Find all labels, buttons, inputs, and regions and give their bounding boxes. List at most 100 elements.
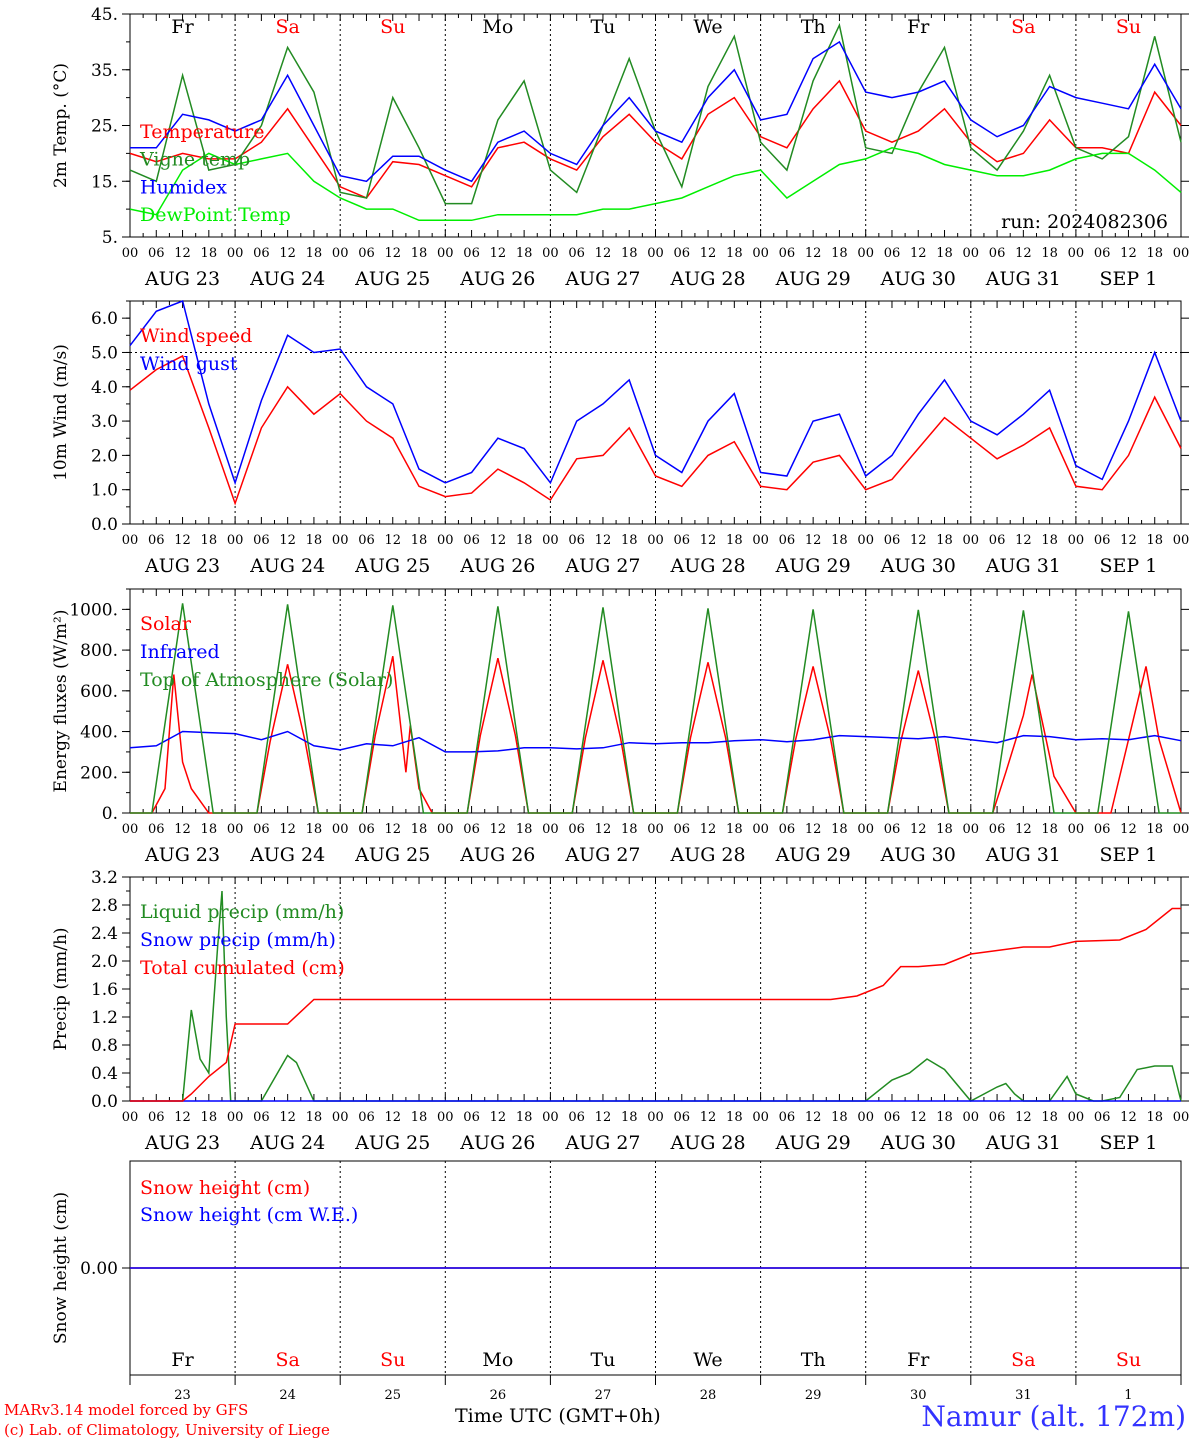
hour-label: 06 xyxy=(779,533,796,548)
date-label: AUG 27 xyxy=(564,844,640,866)
hour-label: 06 xyxy=(674,246,691,261)
date-label: SEP 1 xyxy=(1100,844,1158,866)
hour-label: 00 xyxy=(752,533,769,548)
date-label: AUG 25 xyxy=(354,555,430,577)
day-abbr-top: We xyxy=(693,16,722,38)
legend-entry: Wind gust xyxy=(140,353,238,375)
hour-label: 06 xyxy=(989,822,1006,837)
y-tick-label: 0.0 xyxy=(91,515,118,535)
hour-label: 00 xyxy=(542,1110,559,1125)
hour-label: 12 xyxy=(910,533,927,548)
hour-label: 00 xyxy=(963,246,980,261)
day-abbr-top: Su xyxy=(380,16,405,38)
hour-label: 18 xyxy=(516,533,533,548)
hour-label: 00 xyxy=(963,533,980,548)
date-label: AUG 26 xyxy=(459,268,535,290)
y-tick-label: 45. xyxy=(91,5,118,25)
date-label: AUG 23 xyxy=(144,844,220,866)
hour-label: 18 xyxy=(516,1110,533,1125)
hour-label: 12 xyxy=(805,1110,822,1125)
hour-label: 06 xyxy=(358,822,375,837)
series-line-dewpoint-temp xyxy=(129,147,1182,222)
series-line-top-of-atmosphere-solar- xyxy=(130,603,1181,814)
date-label: AUG 27 xyxy=(564,555,640,577)
hour-label: 00 xyxy=(542,533,559,548)
hour-label: 06 xyxy=(568,1110,585,1125)
hour-label: 18 xyxy=(201,533,218,548)
legend-entry: Snow height (cm W.E.) xyxy=(140,1204,358,1226)
hour-label: 00 xyxy=(857,246,874,261)
hour-label: 12 xyxy=(384,533,401,548)
hour-label: 00 xyxy=(332,246,349,261)
y-tick-label: 2.0 xyxy=(91,446,118,466)
hour-label: 18 xyxy=(1146,1110,1163,1125)
y-tick-label: 3.2 xyxy=(91,868,118,888)
hour-label: 12 xyxy=(279,246,296,261)
legend-entry: Total cumulated (cm) xyxy=(140,957,345,979)
station-name: Namur (alt. 172m) xyxy=(921,1400,1186,1433)
date-label: AUG 23 xyxy=(144,555,220,577)
hour-label: 00 xyxy=(647,533,664,548)
hour-label: 00 xyxy=(332,822,349,837)
hour-label: 06 xyxy=(674,1110,691,1125)
hour-label: 06 xyxy=(674,822,691,837)
series-line-wind-gust xyxy=(129,299,1182,486)
hour-label: 06 xyxy=(1094,533,1111,548)
y-tick-label: 25. xyxy=(91,117,118,137)
series-line-infrared xyxy=(129,730,1182,753)
hour-label: 06 xyxy=(884,822,901,837)
hour-label: 06 xyxy=(884,246,901,261)
hour-label: 18 xyxy=(831,533,848,548)
legend-entry: Infrared xyxy=(140,641,220,663)
hour-label: 12 xyxy=(1015,246,1032,261)
date-label: AUG 26 xyxy=(459,844,535,866)
hour-label: 18 xyxy=(936,1110,953,1125)
hour-label: 06 xyxy=(1094,246,1111,261)
hour-label: 00 xyxy=(227,1110,244,1125)
hour-label: 06 xyxy=(253,246,270,261)
date-label: AUG 28 xyxy=(669,1132,745,1154)
hour-label: 18 xyxy=(1146,822,1163,837)
hour-label: 06 xyxy=(779,246,796,261)
y-tick-label: 0.4 xyxy=(91,1064,118,1084)
hour-label: 00 xyxy=(122,533,139,548)
date-label: AUG 30 xyxy=(880,844,956,866)
hour-label: 06 xyxy=(1094,822,1111,837)
hour-label: 06 xyxy=(568,246,585,261)
day-abbr-top: Mo xyxy=(482,16,513,38)
date-label: AUG 29 xyxy=(775,1132,851,1154)
hour-label: 12 xyxy=(700,822,717,837)
hour-label: 18 xyxy=(306,822,323,837)
hour-label: 06 xyxy=(148,1110,165,1125)
hour-label: 18 xyxy=(201,1110,218,1125)
hour-label: 06 xyxy=(463,1110,480,1125)
legend-entry: Wind speed xyxy=(140,325,252,347)
legend-entry: Liquid precip (mm/h) xyxy=(140,901,344,923)
day-abbr-bottom: Su xyxy=(380,1349,405,1371)
hour-label: 18 xyxy=(1041,533,1058,548)
hour-label: 18 xyxy=(621,533,638,548)
credit-line-model: MARv3.14 model forced by GFS xyxy=(4,1401,249,1419)
legend-entry: Top of Atmosphere (Solar) xyxy=(140,669,393,691)
hour-label: 18 xyxy=(936,246,953,261)
day-abbr-top: Fr xyxy=(171,16,194,38)
hour-label: 00 xyxy=(437,533,454,548)
hour-label: 18 xyxy=(831,822,848,837)
hour-label: 00 xyxy=(122,246,139,261)
day-number: 25 xyxy=(384,1388,401,1403)
hour-label: 12 xyxy=(1120,1110,1137,1125)
legend-entry: DewPoint Temp xyxy=(140,204,291,226)
hour-label: 12 xyxy=(490,822,507,837)
date-label: AUG 28 xyxy=(669,268,745,290)
hour-label: 12 xyxy=(595,1110,612,1125)
hour-label: 00 xyxy=(227,533,244,548)
hour-label: 18 xyxy=(726,1110,743,1125)
day-abbr-bottom: We xyxy=(693,1349,722,1371)
y-tick-label: 200. xyxy=(80,763,118,783)
hour-label: 06 xyxy=(884,533,901,548)
hour-label: 00 xyxy=(1173,822,1190,837)
hour-label: 06 xyxy=(1094,1110,1111,1125)
hour-label: 12 xyxy=(910,822,927,837)
hour-label: 06 xyxy=(253,533,270,548)
hour-label: 00 xyxy=(1173,533,1190,548)
